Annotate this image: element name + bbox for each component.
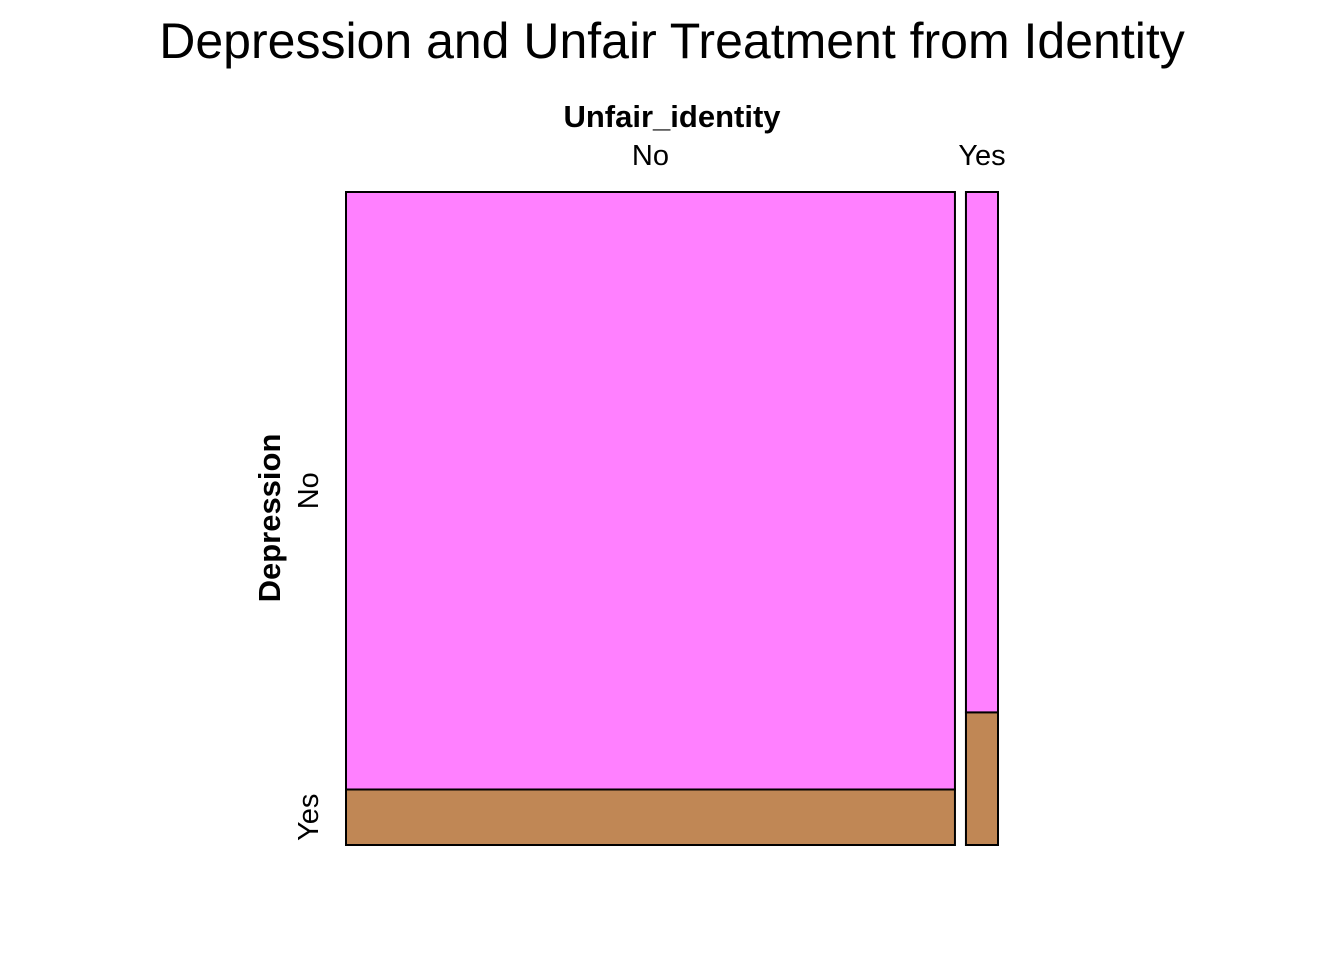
tile-unfair-yes-depression-yes — [964, 711, 1000, 846]
x-tick-label-no: No — [632, 140, 669, 172]
tile-unfair-yes-depression-no — [964, 191, 1000, 714]
x-tick-label-yes: Yes — [958, 140, 1005, 172]
mosaic-tick-labels: No Yes No Yes — [293, 140, 1006, 841]
x-variable-label: Unfair_identity — [563, 99, 781, 134]
y-tick-label-yes: Yes — [293, 794, 325, 841]
tile-unfair-no-depression-no — [345, 191, 956, 791]
y-variable-label: Depression — [252, 434, 287, 603]
chart-title: Depression and Unfair Treatment from Ide… — [159, 13, 1184, 69]
y-tick-label-no: No — [293, 472, 325, 509]
mosaic-tiles — [345, 191, 1000, 846]
tile-unfair-no-depression-yes — [345, 788, 956, 846]
